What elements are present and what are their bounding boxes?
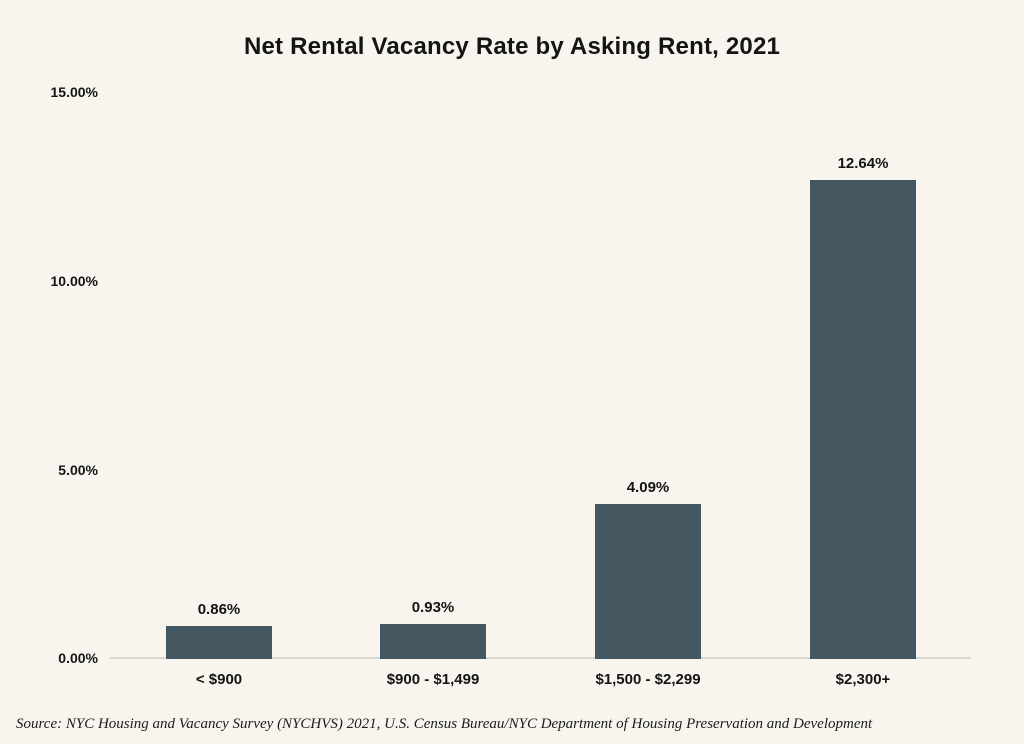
- bar-group: 4.09%: [595, 91, 701, 659]
- y-axis-tick-label: 0.00%: [58, 650, 98, 666]
- x-axis-category-label: < $900: [195, 671, 243, 688]
- y-axis-tick-label: 15.00%: [50, 84, 98, 100]
- chart-title: Net Rental Vacancy Rate by Asking Rent, …: [243, 33, 781, 60]
- bar: [380, 623, 486, 659]
- x-axis-category-label: $900 - $1,499: [386, 671, 480, 688]
- bar: [595, 504, 701, 659]
- x-axis-category-label: $2,300+: [835, 671, 891, 688]
- bar-group: 12.64%: [810, 91, 916, 659]
- y-axis-tick-label: 5.00%: [58, 462, 98, 478]
- bar: [810, 180, 916, 659]
- bar-value-label: 0.93%: [411, 598, 455, 616]
- x-axis-category-label: $1,500 - $2,299: [595, 671, 701, 688]
- bar-group: 0.86%: [166, 91, 272, 659]
- x-axis-line: [110, 657, 971, 659]
- bar-value-label: 12.64%: [837, 155, 889, 173]
- bar: [166, 626, 272, 659]
- source-note: Source: NYC Housing and Vacancy Survey (…: [16, 716, 873, 732]
- bar-value-label: 4.09%: [626, 479, 670, 497]
- bar-value-label: 0.86%: [197, 601, 241, 619]
- bar-group: 0.93%: [380, 91, 486, 659]
- y-axis-tick-label: 10.00%: [50, 273, 98, 289]
- plot-area: 0.86% 0.93% 4.09% 12.64% < $900 $900 - $…: [110, 91, 971, 688]
